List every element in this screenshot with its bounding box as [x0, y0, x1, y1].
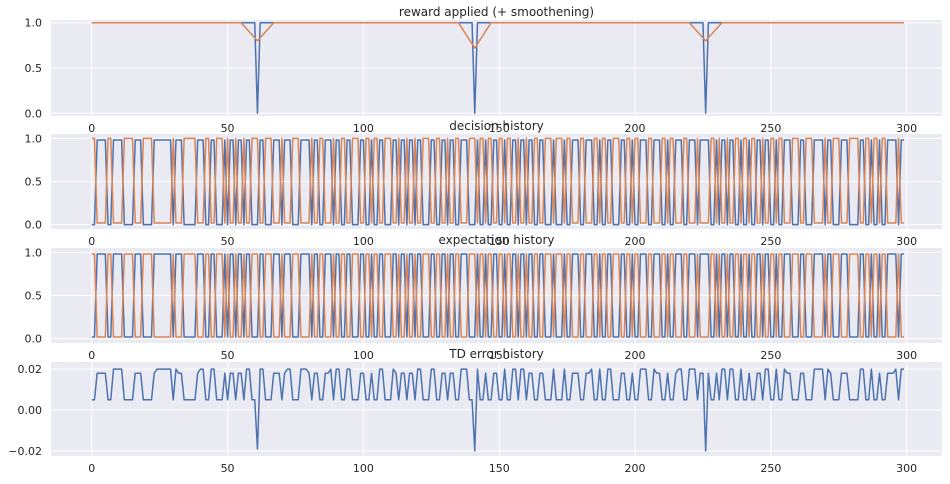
series-line-2: [91, 21, 904, 49]
y-tick-label: 0.02: [18, 363, 43, 376]
subplot-1: reward applied (+ smoothening) 0 50 100 150 2…: [25, 5, 942, 135]
chart-title: reward applied (+ smoothening): [399, 5, 594, 19]
x-tick-label: 200: [625, 349, 646, 362]
x-tick-label: 100: [353, 462, 374, 475]
x-tick-label: 0: [88, 235, 95, 248]
x-tick-label: 50: [221, 122, 235, 135]
x-tick-label: 200: [625, 122, 646, 135]
y-tick-label: 0.5: [25, 290, 43, 303]
x-tick-label: 150: [489, 462, 510, 475]
y-tick-label: 0.5: [25, 176, 43, 189]
x-tick-label: 150: [489, 235, 510, 248]
x-tick-label: 50: [221, 462, 235, 475]
chart-title: TD error history: [448, 347, 544, 361]
x-tick-label: 200: [625, 235, 646, 248]
x-tick-label: 300: [896, 122, 917, 135]
x-tick-label: 0: [88, 349, 95, 362]
chart-title: expectation history: [438, 233, 554, 247]
x-tick-label: 300: [896, 235, 917, 248]
y-tick-label: 1.0: [25, 132, 43, 145]
x-tick-label: 250: [760, 235, 781, 248]
y-tick-label: 0.0: [25, 107, 43, 120]
series-line-2: [91, 253, 904, 338]
x-tick-label: 100: [353, 349, 374, 362]
x-tick-label: 250: [760, 122, 781, 135]
y-tick-label: 0.5: [25, 62, 43, 75]
subplot-4: TD error history 0 50 100 150 200 250 300 −0.02 0…: [8, 347, 942, 475]
y-tick-label: 0.0: [25, 219, 43, 232]
x-tick-label: 300: [896, 462, 917, 475]
x-tick-label: 250: [760, 349, 781, 362]
y-tick-label: 1.0: [25, 17, 43, 30]
x-tick-label: 250: [760, 462, 781, 475]
x-tick-label: 150: [489, 122, 510, 135]
y-tick-label: −0.02: [8, 445, 42, 458]
x-tick-label: 0: [88, 462, 95, 475]
series-line-2: [91, 137, 904, 224]
x-tick-label: 50: [221, 349, 235, 362]
y-tick-label: 0.0: [25, 333, 43, 346]
series-line-1: [91, 368, 904, 452]
x-tick-label: 300: [896, 349, 917, 362]
subplot-2: decision history 0 50 100 150 200 250 300 0.0 0.5…: [25, 119, 942, 248]
x-tick-label: 100: [353, 122, 374, 135]
x-tick-label: 150: [489, 349, 510, 362]
x-tick-label: 0: [88, 122, 95, 135]
x-tick-label: 50: [221, 235, 235, 248]
subplot-3: expectation history 0 50 100 150 200 250 300 0.0…: [25, 233, 942, 362]
x-tick-label: 200: [625, 462, 646, 475]
y-tick-label: 0.00: [18, 404, 43, 417]
x-tick-label: 100: [353, 235, 374, 248]
y-tick-label: 1.0: [25, 246, 43, 259]
chart-title: decision history: [449, 119, 544, 133]
